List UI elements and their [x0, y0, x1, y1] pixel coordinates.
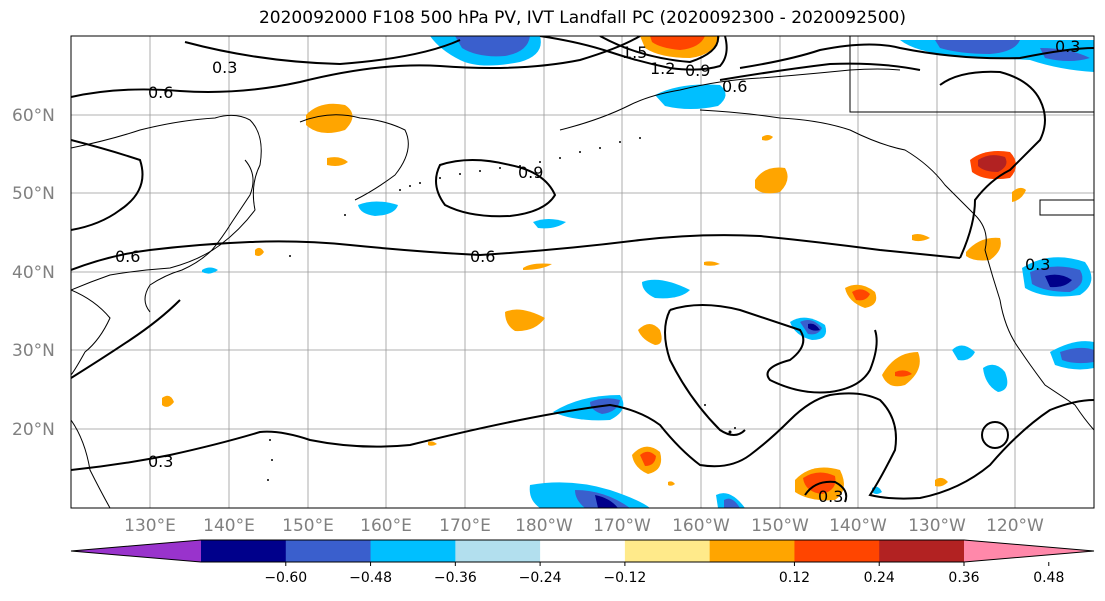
- contour-label-1p5: 1.5: [622, 43, 647, 62]
- contour-label-0p3-south: 0.3: [818, 487, 843, 506]
- contour-label-0p6-center: 0.6: [470, 247, 495, 266]
- contour-label-0p3-coast: 0.3: [1025, 255, 1050, 274]
- contour-label-0p3-ne: 0.3: [1055, 37, 1080, 56]
- lat-label-60n: 60°N: [12, 106, 55, 126]
- lon-label-140w: 140°W: [829, 516, 887, 536]
- colorbar-bin: [285, 540, 372, 562]
- colorbar-tick-label: 0.36: [948, 570, 979, 586]
- lat-label-20n: 20°N: [12, 420, 55, 440]
- coastlines: [71, 36, 1094, 508]
- colorbar-outline: [70, 539, 1095, 563]
- colorbar-bin: [540, 540, 626, 562]
- map-title: 2020092000 F108 500 hPa PV, IVT Landfall…: [258, 8, 906, 28]
- lon-label-170e: 170°E: [439, 516, 491, 536]
- contour-label-0p3-bottom: 0.3: [148, 452, 173, 471]
- latitude-labels: 60°N 50°N 40°N 30°N 20°N: [12, 106, 55, 440]
- colorbar-bin: [879, 540, 965, 562]
- lon-label-140e: 140°E: [203, 516, 255, 536]
- lon-label-160w: 160°W: [672, 516, 730, 536]
- gridlines: [71, 36, 1094, 508]
- colorbar-bin: [201, 540, 287, 562]
- lon-label-170w: 170°W: [593, 516, 651, 536]
- contour-label-0p3-top: 0.3: [212, 58, 237, 77]
- colorbar-extend-high: [964, 540, 1094, 562]
- lat-label-40n: 40°N: [12, 263, 55, 283]
- contour-label-1p2: 1.2: [650, 59, 675, 78]
- longitude-labels: 130°E 140°E 150°E 160°E 170°E 180°W 170°…: [124, 516, 1044, 536]
- contour-label-0p6-japan: 0.6: [115, 247, 140, 266]
- colorbar: −0.60 −0.48 −0.36 −0.24 −0.12 0.12 0.24 0.36 0.4…: [70, 539, 1095, 586]
- lon-label-150w: 150°W: [751, 516, 809, 536]
- contour-label-0p9-center: 0.9: [518, 163, 543, 182]
- lat-label-50n: 50°N: [12, 184, 55, 204]
- colorbar-bin: [455, 540, 541, 562]
- colorbar-tick-label: −0.24: [519, 570, 562, 586]
- lon-label-130w: 130°W: [908, 516, 966, 536]
- colorbar-bin: [709, 540, 795, 562]
- colorbar-tick-label: 0.48: [1033, 570, 1064, 586]
- lon-label-180w: 180°W: [515, 516, 573, 536]
- lat-label-30n: 30°N: [12, 341, 55, 361]
- colorbar-bin: [624, 540, 711, 562]
- pv-contours: [71, 36, 1094, 503]
- colorbar-tick-label: −0.12: [603, 570, 646, 586]
- island-dots: [267, 137, 736, 481]
- colorbar-bin: [370, 540, 456, 562]
- colorbar-tick-label: 0.12: [779, 570, 810, 586]
- contour-labels: 0.3 0.6 0.9 1.2 1.5 0.6 0.9 0.6 0.6 0.3 …: [115, 37, 1080, 506]
- shaded-field: [162, 36, 1094, 508]
- colorbar-bin: [794, 540, 880, 562]
- colorbar-tick-label: −0.60: [264, 570, 307, 586]
- colorbar-tick-label: −0.48: [349, 570, 392, 586]
- lon-label-150e: 150°E: [282, 516, 334, 536]
- lon-label-160e: 160°E: [360, 516, 412, 536]
- map-frame: [70, 35, 1095, 509]
- colorbar-extend-low: [71, 540, 201, 562]
- contour-label-0p6-left: 0.6: [148, 83, 173, 102]
- lon-label-120w: 120°W: [986, 516, 1044, 536]
- colorbar-tick-label: 0.24: [864, 570, 895, 586]
- contour-label-0p9: 0.9: [685, 61, 710, 80]
- colorbar-tick-label: −0.36: [434, 570, 477, 586]
- contour-label-0p6-alaska: 0.6: [722, 77, 747, 96]
- lon-label-130e: 130°E: [124, 516, 176, 536]
